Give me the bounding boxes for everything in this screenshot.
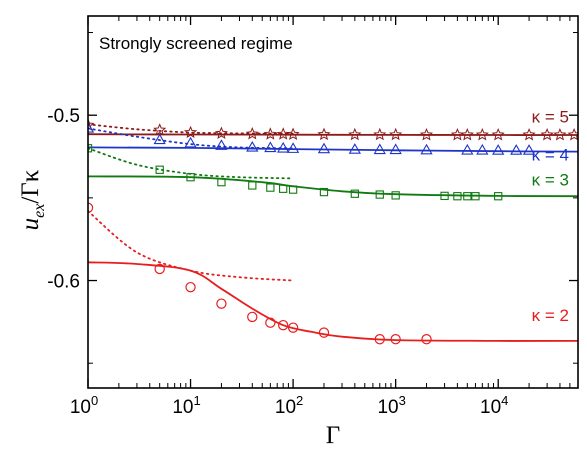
data-point [186, 173, 195, 182]
series-3 [88, 144, 578, 201]
series-dotted-line [88, 123, 294, 135]
y-tick-label: -0.5 [47, 106, 80, 127]
series-fit-line [88, 133, 578, 136]
data-point [319, 187, 329, 197]
data-point [216, 298, 227, 309]
plot-content [88, 118, 578, 345]
series-label: κ = 5 [532, 108, 569, 127]
x-tick-label: 104 [480, 393, 508, 418]
y-axis-title-sub: ex [31, 204, 48, 218]
data-point [348, 143, 361, 154]
data-point [246, 140, 259, 152]
data-point [419, 128, 434, 141]
data-point [217, 178, 226, 187]
series-1 [88, 118, 578, 141]
data-point [277, 141, 290, 153]
data-point [471, 192, 480, 201]
data-point [553, 127, 567, 141]
data-point [318, 327, 330, 338]
series-dotted-line [88, 210, 294, 282]
data-point [391, 191, 400, 200]
data-point [440, 191, 449, 201]
x-tick-label: 103 [377, 393, 405, 418]
data-point [461, 143, 474, 155]
data-point [153, 123, 167, 136]
data-point [264, 141, 277, 153]
data-point [185, 281, 196, 293]
data-point [475, 128, 489, 141]
data-point [540, 128, 554, 141]
data-point [463, 192, 472, 201]
data-point [183, 125, 198, 139]
y-axis-title-tail: /Γκ [17, 169, 44, 203]
x-tick-label: 102 [275, 393, 303, 418]
data-point [88, 121, 95, 133]
data-point [263, 127, 277, 140]
data-point [389, 127, 403, 141]
data-point [153, 133, 166, 145]
series-label: κ = 4 [532, 146, 569, 165]
data-point [421, 334, 432, 345]
data-point [567, 128, 578, 141]
series-fit-line [88, 175, 578, 198]
data-point [215, 139, 228, 150]
data-point [155, 165, 164, 174]
series-label: κ = 2 [532, 306, 569, 325]
data-point [317, 127, 331, 141]
data-point [279, 184, 288, 193]
data-point [390, 334, 401, 345]
data-point [277, 319, 289, 331]
data-point [522, 144, 536, 155]
data-point [214, 126, 228, 139]
plot-frame [87, 15, 579, 389]
data-point [491, 128, 505, 141]
data-point [266, 183, 275, 192]
x-tick-label: 101 [172, 393, 200, 418]
data-point [373, 143, 386, 155]
data-point [348, 127, 362, 141]
data-point [317, 142, 331, 154]
data-point [453, 192, 462, 201]
data-point [288, 185, 298, 194]
x-tick-label: 100 [70, 393, 98, 418]
data-point [154, 263, 165, 275]
y-axis-title: uex/Γκ [17, 169, 48, 230]
data-point [373, 127, 387, 141]
data-point [287, 322, 299, 333]
data-point [265, 317, 276, 328]
data-point [374, 334, 385, 345]
x-axis-title: Γ [326, 422, 340, 449]
series-2 [88, 121, 578, 155]
series-label: κ = 3 [532, 170, 569, 189]
y-axis-title-main: u [17, 218, 44, 231]
y-tick-label: -0.6 [47, 272, 80, 293]
series-labels: κ = 5 κ = 4 κ = 3 κ = 2 [532, 108, 569, 325]
data-point [476, 143, 489, 155]
data-point [389, 143, 402, 155]
data-point [286, 127, 300, 140]
data-point [492, 144, 505, 155]
data-point [510, 144, 523, 155]
data-point [247, 311, 258, 323]
series-dotted-line [88, 127, 294, 150]
plot-area [88, 118, 578, 345]
data-point [248, 181, 257, 190]
data-point [350, 189, 359, 198]
data-point [286, 142, 300, 153]
data-point [245, 127, 259, 140]
data-point [184, 136, 197, 148]
data-point [460, 128, 474, 141]
data-point [522, 128, 536, 141]
data-point [494, 192, 503, 201]
data-point [375, 190, 384, 199]
data-point [420, 143, 433, 155]
data-point [88, 118, 95, 131]
series-fit-line [88, 146, 578, 153]
annotation-text: Strongly screened regime [99, 34, 293, 53]
